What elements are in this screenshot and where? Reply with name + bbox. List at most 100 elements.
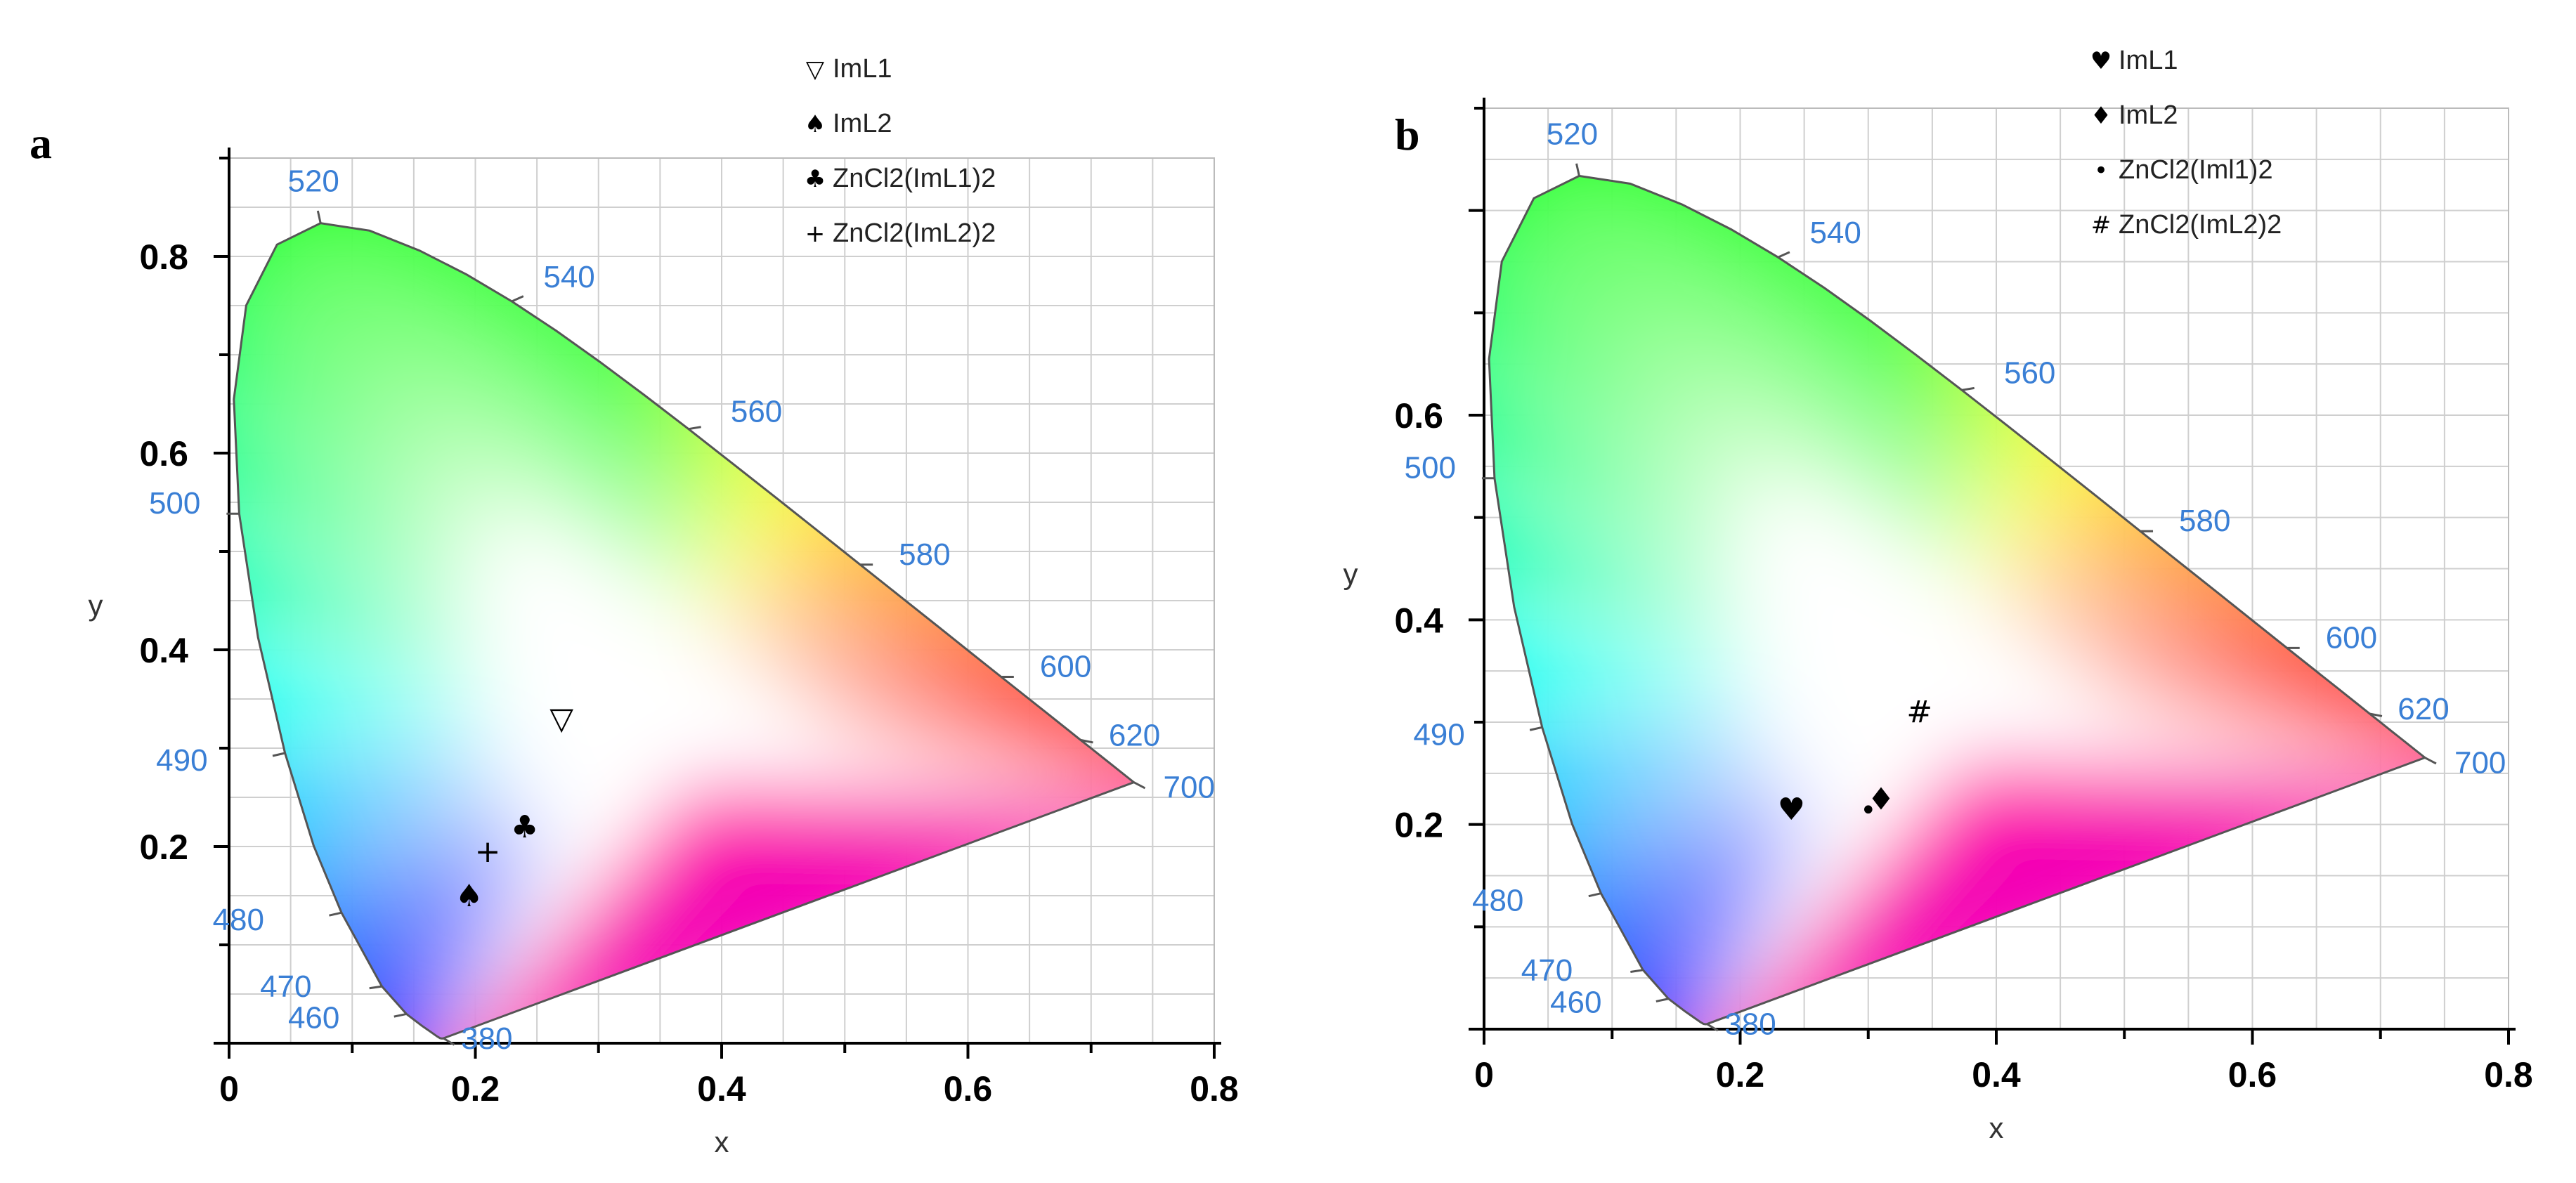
legend-label: ZnCl2(Iml1)2: [2119, 155, 2273, 185]
legend-symbol: ♠: [805, 110, 826, 138]
legend-label: ImL1: [2119, 46, 2178, 75]
x-tick-label: 0: [1474, 1055, 1494, 1094]
wavelength-label: 520: [287, 164, 339, 199]
wavelength-label: 700: [2454, 746, 2506, 780]
legend-label: ZnCl2(ImL2)2: [2119, 210, 2282, 240]
wavelength-tick: [1706, 1023, 1719, 1032]
x-tick-label: 0.8: [1190, 1069, 1239, 1109]
wavelength-tick: [369, 985, 382, 990]
wavelength-label: 580: [899, 537, 950, 572]
wavelength-label: 460: [1550, 986, 1601, 1020]
wavelength-label: 540: [543, 260, 594, 294]
x-tick-label: 0.2: [451, 1069, 500, 1109]
wavelength-tick: [1529, 726, 1543, 731]
panel-a-color-gamut: [233, 223, 1134, 1039]
wavelength-label: 620: [1109, 718, 1160, 752]
wavelength-label: 520: [1547, 117, 1598, 151]
panel-b-chart: b 0 0.2 0.4 0.6 0.8 0.2 0.4 0.6 x y 520 540 560 580 6…: [1344, 46, 2533, 1144]
wavelength-tick: [272, 752, 285, 757]
x-tick-label: 0.6: [2228, 1055, 2277, 1094]
y-tick-label: 0.2: [1394, 806, 1443, 845]
panel-a-legend: ▽ ImL1♠ ImL2♣ ZnCl2(ImL1)2+ ZnCl2(ImL2)2: [805, 54, 996, 248]
wavelength-label: 470: [1521, 953, 1573, 988]
wavelength-tick: [2424, 757, 2437, 765]
wavelength-label: 460: [288, 1000, 339, 1035]
panel-b-color-gamut: [1489, 176, 2425, 1024]
y-tick-label: 0.6: [1394, 396, 1443, 436]
x-tick-label: 0.2: [1716, 1055, 1765, 1094]
panel-a-chart: a 0 0.2 0.4 0.6 0.80.20.40.60.8xy 5205405605…: [30, 54, 1239, 1158]
x-axis-label: x: [715, 1125, 729, 1158]
panel-b-data-points: ♥ ♦• #: [1778, 694, 1932, 827]
x-tick-label: 0.4: [1972, 1055, 2021, 1094]
wavelength-tick: [1630, 969, 1644, 973]
wavelength-label: 500: [1405, 451, 1456, 485]
y-axis-label: y: [89, 589, 103, 622]
wavelength-label: 700: [1164, 771, 1215, 805]
wavelength-label: 500: [149, 486, 200, 521]
wavelength-tick: [1133, 781, 1146, 790]
data-point-marker: ♠: [455, 878, 483, 914]
wavelength-tick: [1575, 163, 1580, 176]
x-axis-label: x: [1989, 1111, 2004, 1144]
wavelength-tick: [443, 1037, 455, 1046]
x-tick-label: 0.4: [697, 1069, 746, 1109]
wavelength-label: 580: [2179, 504, 2230, 538]
wavelength-tick: [393, 1012, 407, 1018]
wavelength-tick: [1655, 998, 1669, 1002]
y-tick-label: 0.2: [139, 828, 188, 867]
wavelength-tick: [1777, 251, 1790, 259]
data-point-marker: ♥: [1778, 792, 1805, 828]
legend-symbol: •: [2094, 157, 2108, 185]
y-tick-label: 0.4: [139, 631, 188, 670]
data-point-marker: ▽: [549, 701, 573, 737]
wavelength-label: 620: [2398, 692, 2449, 726]
legend-symbol: ♥: [2090, 47, 2112, 75]
legend-symbol: +: [805, 220, 826, 248]
wavelength-tick: [2369, 712, 2383, 717]
wavelength-tick: [329, 911, 342, 917]
wavelength-tick: [1080, 738, 1093, 744]
wavelength-label: 600: [1040, 650, 1091, 684]
legend-label: ImL1: [833, 54, 892, 84]
legend-symbol: ♦: [2090, 102, 2112, 130]
wavelength-tick: [511, 295, 524, 303]
wavelength-label: 490: [1413, 717, 1464, 752]
panel-b-spectral-locus: [1488, 174, 2428, 1026]
panel-b-legend: ♥ ImL1♦ ImL2 • ZnCl2(Iml1)2# ZnCl2(ImL2)2: [2090, 46, 2282, 240]
panel-letter-a: a: [30, 118, 52, 168]
wavelength-label: 490: [156, 743, 207, 778]
legend-label: ZnCl2(ImL2)2: [833, 218, 996, 248]
wavelength-tick: [316, 210, 322, 224]
wavelength-label: 560: [2004, 355, 2055, 390]
wavelength-label: 560: [731, 395, 782, 429]
panel-letter-b: b: [1395, 110, 1420, 159]
x-tick-label: 0: [219, 1069, 239, 1109]
wavelength-label: 480: [213, 903, 264, 937]
wavelength-tick: [1961, 386, 1975, 391]
legend-label: ZnCl2(ImL1)2: [833, 164, 996, 193]
legend-symbol: ▽: [806, 55, 825, 84]
panel-a-spectral-locus: [233, 222, 1136, 1040]
panel-a-data-points: ▽ ♠ ♣ +: [455, 701, 573, 914]
wavelength-label: 380: [1724, 1007, 1776, 1042]
wavelength-label: 470: [260, 969, 311, 1004]
data-point-marker: +: [475, 834, 501, 870]
panel-a-axes: 0 0.2 0.4 0.6 0.8 0.2 0.4 0.6 0.8 x y: [89, 148, 1239, 1158]
panel-b-axes: 0 0.2 0.4 0.6 0.8 0.2 0.4 0.6 x y: [1344, 98, 2533, 1144]
wavelength-tick: [1588, 892, 1601, 898]
y-tick-label: 0.6: [139, 434, 188, 473]
data-point-marker: ♣: [511, 809, 538, 845]
y-tick-label: 0.8: [139, 237, 188, 277]
legend-label: ImL2: [2119, 100, 2178, 130]
wavelength-label: 540: [1809, 216, 1861, 250]
wavelength-label: 380: [461, 1021, 512, 1056]
legend-label: ImL2: [833, 109, 892, 138]
data-point-marker: ♦: [1867, 781, 1894, 817]
wavelength-tick: [688, 426, 701, 431]
wavelength-label: 600: [2326, 620, 2377, 655]
data-point-marker: •: [1860, 795, 1877, 827]
